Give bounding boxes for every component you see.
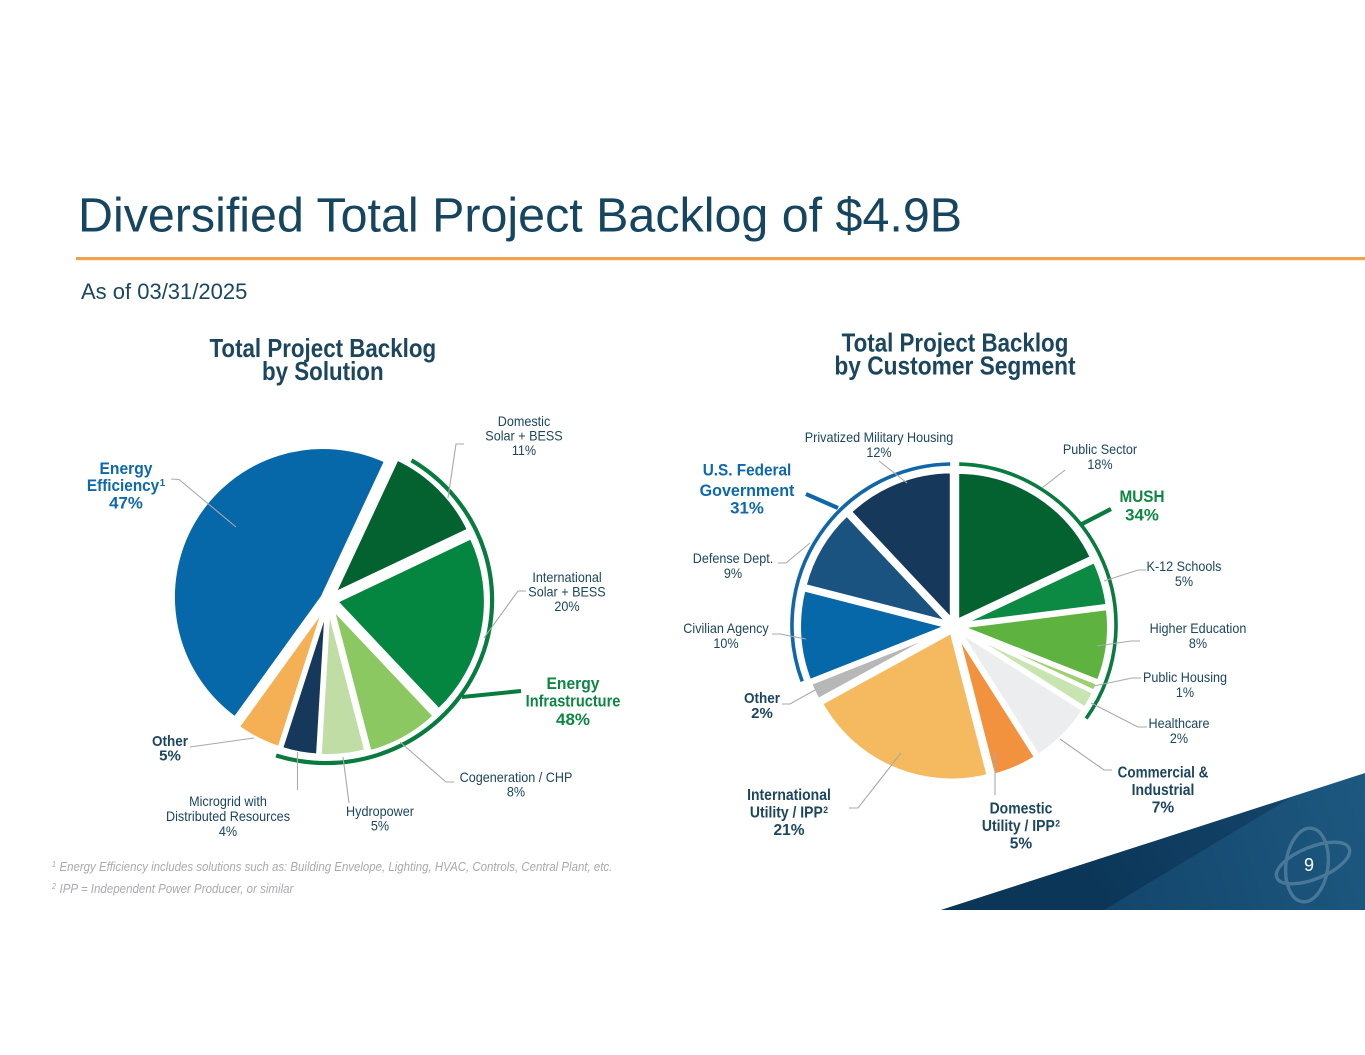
svg-text:Domestic: Domestic — [990, 801, 1053, 818]
svg-text:Energy: Energy — [100, 459, 153, 478]
svg-text:Energy: Energy — [547, 674, 600, 693]
svg-text:8%: 8% — [507, 784, 525, 800]
svg-text:Distributed Resources: Distributed Resources — [166, 808, 290, 824]
svg-text:by Solution: by Solution — [262, 356, 384, 386]
svg-text:Privatized Military Housing: Privatized Military Housing — [805, 429, 954, 445]
svg-text:Infrastructure: Infrastructure — [526, 692, 621, 711]
svg-text:Utility / IPP: Utility / IPP — [982, 818, 1055, 835]
svg-text:10%: 10% — [713, 635, 738, 651]
svg-text:Diversified Total Project Back: Diversified Total Project Backlog of $4.… — [78, 190, 962, 243]
svg-text:As of 03/31/2025: As of 03/31/2025 — [81, 279, 247, 304]
svg-text:5%: 5% — [1010, 836, 1033, 853]
svg-text:Solar + BESS: Solar + BESS — [485, 428, 562, 444]
svg-text:48%: 48% — [556, 710, 590, 729]
svg-text:Cogeneration / CHP: Cogeneration / CHP — [460, 769, 573, 785]
svg-text:1: 1 — [52, 860, 56, 869]
svg-text:Industrial: Industrial — [1132, 782, 1195, 799]
svg-text:International: International — [532, 569, 601, 585]
svg-text:K-12 Schools: K-12 Schools — [1147, 558, 1222, 574]
svg-text:5%: 5% — [371, 818, 389, 834]
svg-text:by Customer Segment: by Customer Segment — [834, 351, 1075, 381]
svg-text:Civilian Agency: Civilian Agency — [683, 620, 768, 636]
svg-text:18%: 18% — [1087, 456, 1112, 472]
svg-text:MUSH: MUSH — [1120, 487, 1165, 506]
svg-text:Healthcare: Healthcare — [1149, 715, 1210, 731]
svg-text:1%: 1% — [1176, 684, 1194, 700]
svg-text:Energy Efficiency includes sol: Energy Efficiency includes solutions suc… — [60, 859, 613, 874]
svg-text:Other: Other — [744, 690, 780, 707]
svg-text:47%: 47% — [109, 494, 143, 513]
svg-text:5%: 5% — [159, 748, 181, 765]
svg-text:7%: 7% — [1152, 800, 1175, 817]
svg-text:Defense Dept.: Defense Dept. — [693, 550, 774, 566]
svg-text:9: 9 — [1304, 855, 1314, 875]
svg-text:11%: 11% — [512, 442, 536, 458]
svg-text:Commercial &: Commercial & — [1118, 765, 1209, 782]
svg-text:Solar + BESS: Solar + BESS — [528, 584, 605, 600]
svg-text:9%: 9% — [724, 565, 742, 581]
svg-text:31%: 31% — [730, 499, 764, 518]
svg-text:Hydropower: Hydropower — [346, 803, 414, 819]
svg-text:U.S. Federal: U.S. Federal — [703, 461, 792, 480]
svg-text:2: 2 — [51, 882, 56, 891]
svg-text:21%: 21% — [774, 822, 805, 839]
svg-text:4%: 4% — [219, 823, 237, 839]
svg-text:Microgrid with: Microgrid with — [189, 793, 267, 809]
svg-text:IPP = Independent Power Produc: IPP = Independent Power Producer, or sim… — [60, 881, 295, 896]
svg-text:8%: 8% — [1189, 635, 1207, 651]
svg-text:Domestic: Domestic — [498, 413, 551, 429]
svg-text:Utility / IPP: Utility / IPP — [750, 805, 823, 822]
svg-text:Public Sector: Public Sector — [1063, 441, 1138, 457]
svg-text:5%: 5% — [1175, 573, 1193, 589]
svg-text:Total Project Backlog: Total Project Backlog — [842, 328, 1069, 358]
svg-text:Other: Other — [152, 733, 188, 750]
svg-text:2%: 2% — [751, 705, 773, 722]
svg-text:20%: 20% — [554, 598, 579, 614]
svg-text:Total Project Backlog: Total Project Backlog — [209, 333, 436, 363]
svg-text:Public Housing: Public Housing — [1143, 669, 1227, 685]
svg-text:International: International — [747, 787, 831, 804]
svg-text:Higher Education: Higher Education — [1150, 620, 1247, 636]
svg-text:2: 2 — [1055, 818, 1060, 829]
svg-text:Government: Government — [700, 481, 795, 500]
svg-text:34%: 34% — [1125, 506, 1159, 525]
svg-text:1: 1 — [160, 477, 165, 489]
svg-text:12%: 12% — [866, 444, 891, 460]
svg-text:2%: 2% — [1170, 730, 1188, 746]
svg-text:Efficiency: Efficiency — [87, 476, 160, 495]
svg-text:2: 2 — [823, 805, 828, 816]
